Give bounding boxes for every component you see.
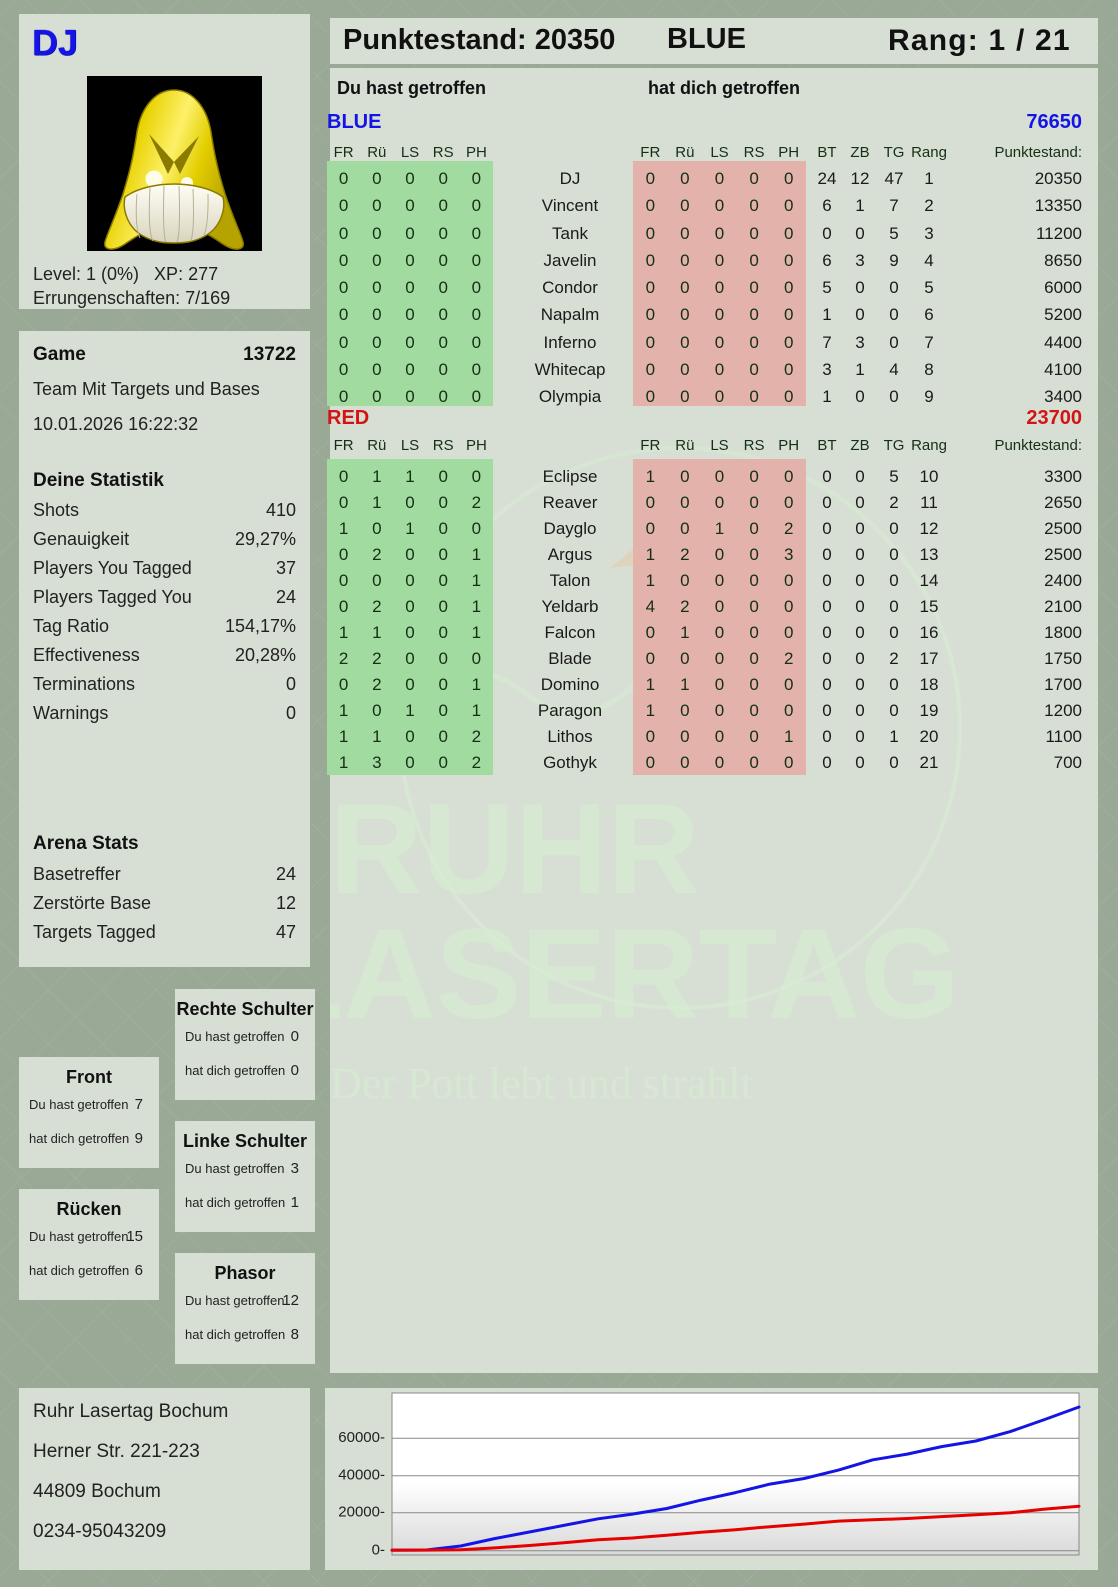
svg-text:60000-: 60000- bbox=[338, 1429, 385, 1446]
svg-text:40000-: 40000- bbox=[338, 1467, 385, 1484]
svg-text:20000-: 20000- bbox=[338, 1504, 385, 1521]
svg-text:RUHR: RUHR bbox=[330, 778, 700, 921]
svg-text:LASERTAG: LASERTAG bbox=[330, 903, 960, 1046]
svg-text:Der Pott lebt und strahlt: Der Pott lebt und strahlt bbox=[330, 1059, 753, 1108]
svg-text:0-: 0- bbox=[372, 1542, 385, 1559]
